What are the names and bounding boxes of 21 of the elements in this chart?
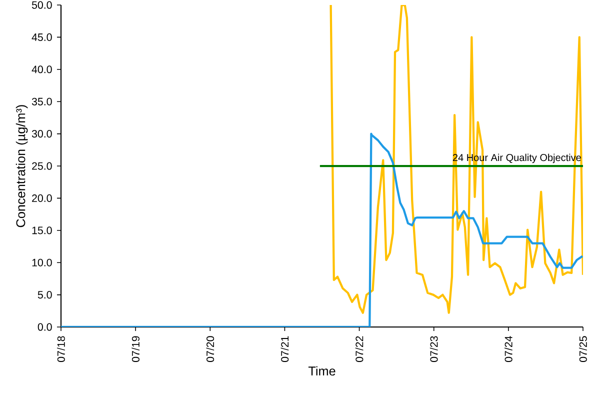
- y-tick-label: 30.0: [32, 130, 52, 138]
- y-tick-label: 25.0: [32, 162, 52, 170]
- x-axis-title: Time: [308, 366, 336, 376]
- y-axis-title: Concentration (µg/m³): [16, 105, 28, 228]
- y-tick-label: 40.0: [32, 66, 52, 74]
- y-tick-label: 15.0: [32, 226, 52, 234]
- y-tick-label: 45.0: [32, 33, 52, 41]
- y-tick-label: 35.0: [32, 98, 52, 106]
- x-tick-label: 07/23: [430, 336, 438, 362]
- y-tick-label: 0.0: [38, 323, 52, 331]
- y-tick-label: 10.0: [32, 258, 52, 266]
- x-tick-label: 07/24: [504, 336, 512, 362]
- y-tick-label: 5.0: [38, 291, 52, 299]
- x-tick-label: 07/20: [206, 336, 214, 362]
- x-tick-label: 07/22: [355, 336, 364, 362]
- y-tick-label: 20.0: [32, 194, 52, 202]
- x-tick-label: 07/18: [57, 336, 65, 362]
- x-tick-label: 07/25: [579, 336, 587, 362]
- y-tick-label: 50.0: [32, 1, 52, 9]
- x-tick-label: 07/19: [132, 336, 140, 362]
- x-tick-label: 07/21: [280, 336, 289, 362]
